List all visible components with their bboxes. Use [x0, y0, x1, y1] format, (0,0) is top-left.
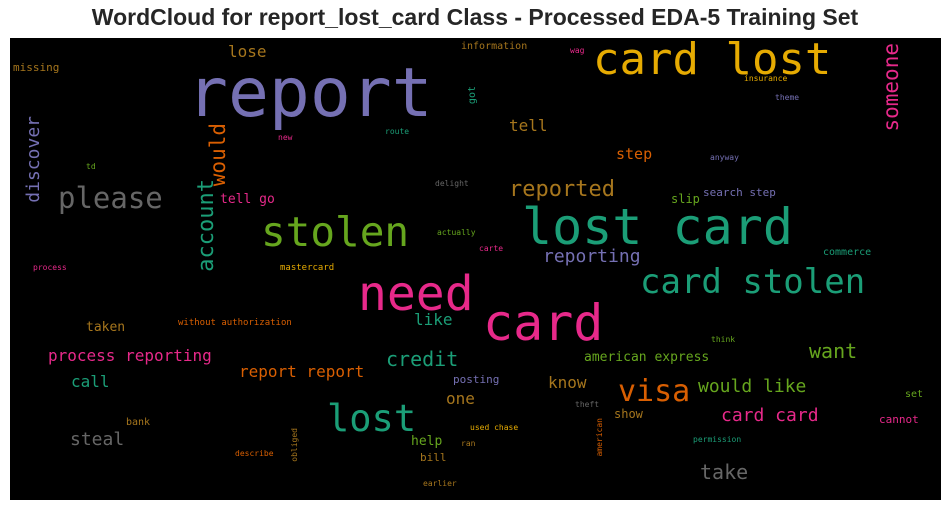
word-delight: delight: [435, 179, 469, 188]
word-help: help: [411, 434, 443, 449]
word-someone: someone: [879, 43, 903, 132]
word-think: think: [711, 335, 736, 344]
word-information: information: [461, 41, 528, 52]
word-card-stolen: card stolen: [640, 262, 866, 302]
word-show: show: [614, 407, 643, 421]
word-new: new: [278, 133, 293, 142]
word-theme: theme: [775, 93, 800, 102]
word-bank: bank: [126, 417, 151, 428]
word-mastercard: mastercard: [280, 263, 335, 273]
word-used-chase: used chase: [470, 423, 519, 432]
word-process-reporting: process reporting: [48, 346, 212, 365]
word-lost-card: lost card: [522, 198, 793, 256]
word-call: call: [71, 372, 110, 391]
word-visa: visa: [618, 374, 691, 409]
word-route: route: [385, 127, 410, 136]
word-lost: lost: [327, 397, 417, 440]
word-reporting: reporting: [543, 246, 641, 267]
word-steal: steal: [70, 429, 125, 450]
word-posting: posting: [453, 373, 500, 386]
word-wag: wag: [570, 46, 585, 55]
word-actually: actually: [437, 228, 476, 237]
word-cannot: cannot: [879, 413, 919, 426]
word-slip: slip: [671, 192, 700, 206]
word-process: process: [33, 263, 67, 272]
word-commerce: commerce: [823, 247, 872, 258]
chart-title: WordCloud for report_lost_card Class - P…: [91, 4, 859, 30]
word-american: american: [595, 418, 604, 457]
wordcloud-canvas: report card lost lost card card need sto…: [10, 38, 941, 500]
word-permission: permission: [693, 435, 742, 444]
word-search-step: search step: [703, 186, 776, 199]
word-tell-go: tell go: [220, 192, 275, 207]
word-discover: discover: [23, 116, 44, 203]
word-stolen: stolen: [261, 208, 410, 256]
word-report: report: [187, 54, 433, 133]
word-step: step: [616, 145, 653, 163]
word-earlier: earlier: [423, 479, 457, 488]
word-account: account: [194, 179, 219, 272]
word-credit: credit: [386, 347, 459, 371]
word-describe: describe: [235, 449, 274, 458]
word-bill: bill: [420, 451, 447, 464]
word-reported: reported: [509, 177, 615, 202]
word-please: please: [58, 181, 163, 215]
word-tell: tell: [509, 116, 548, 135]
word-know: know: [548, 373, 587, 392]
word-lose: lose: [228, 42, 267, 61]
word-would-like: would like: [698, 376, 807, 397]
word-would: would: [206, 123, 230, 187]
word-american-express: american express: [584, 350, 710, 365]
word-card-lost: card lost: [593, 38, 832, 85]
word-taken: taken: [86, 320, 126, 335]
word-without-authorization: without authorization: [178, 318, 292, 328]
word-card: card: [483, 294, 604, 352]
word-got: got: [467, 86, 478, 105]
word-need: need: [358, 266, 474, 322]
word-take: take: [700, 460, 749, 484]
word-one: one: [446, 389, 475, 408]
word-carte: carte: [479, 244, 504, 253]
word-ran: ran: [461, 439, 476, 448]
word-theft: theft: [575, 400, 600, 409]
word-want: want: [809, 339, 858, 363]
word-missing: missing: [13, 61, 60, 74]
word-card-card: card card: [721, 405, 819, 426]
word-insurance: insurance: [744, 74, 788, 83]
word-like: like: [414, 310, 453, 329]
word-td: td: [86, 162, 96, 171]
word-report-report: report report: [239, 362, 365, 381]
word-obliged: obliged: [290, 428, 299, 462]
word-anyway: anyway: [710, 153, 739, 162]
word-set: set: [905, 389, 924, 400]
